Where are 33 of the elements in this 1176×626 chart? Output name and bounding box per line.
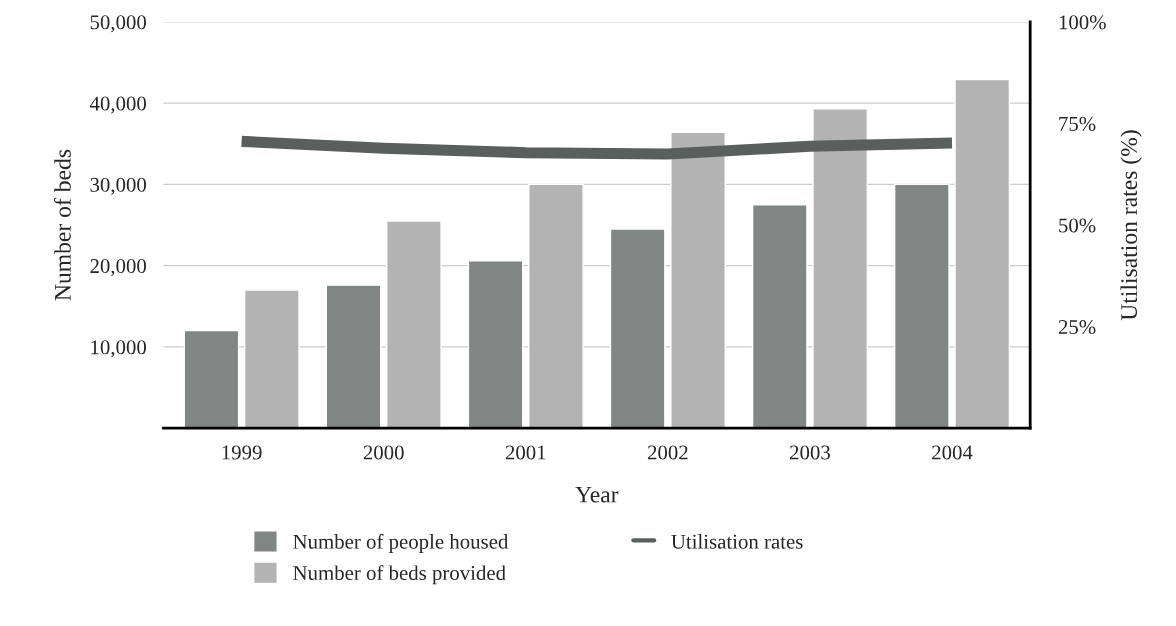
y2-tick-label: 100% bbox=[1059, 15, 1106, 30]
x-tick-label: 2003 bbox=[790, 445, 830, 460]
bar bbox=[528, 183, 584, 429]
bar bbox=[954, 78, 1011, 429]
bar bbox=[467, 260, 524, 429]
bar bbox=[386, 220, 442, 429]
legend-label: Number of beds provided bbox=[293, 565, 506, 585]
bar bbox=[325, 284, 382, 429]
x-tick-label: 2004 bbox=[932, 445, 973, 460]
y-axis-title: Number of beds bbox=[53, 149, 71, 301]
legend-label: Utilisation rates bbox=[671, 534, 803, 549]
x-tick-label: 2001 bbox=[505, 445, 546, 460]
y2-axis-title: Utilisation rates (%) bbox=[1120, 130, 1142, 321]
bar bbox=[893, 183, 950, 429]
x-tick-label: 2000 bbox=[363, 445, 404, 460]
bar bbox=[751, 204, 808, 429]
x-tick-label: 1999 bbox=[222, 445, 262, 460]
y-tick-label: 30,000 bbox=[90, 177, 146, 195]
bar bbox=[609, 228, 666, 429]
bar bbox=[243, 289, 300, 429]
bar bbox=[670, 131, 726, 429]
y2-tick-label: 25% bbox=[1058, 319, 1096, 335]
bar bbox=[183, 329, 240, 429]
y-tick-label: 20,000 bbox=[90, 259, 146, 277]
y-tick-label: 10,000 bbox=[91, 340, 146, 358]
x-axis-title: Year bbox=[575, 486, 619, 503]
y-tick-label: 40,000 bbox=[89, 96, 146, 114]
y2-tick-label: 50% bbox=[1059, 218, 1096, 233]
y-tick-label: 50,000 bbox=[90, 15, 146, 33]
legend-label: Number of people housed bbox=[293, 533, 509, 553]
y2-tick-label: 75% bbox=[1059, 116, 1096, 131]
x-tick-label: 2002 bbox=[647, 445, 688, 460]
bar bbox=[812, 108, 869, 429]
